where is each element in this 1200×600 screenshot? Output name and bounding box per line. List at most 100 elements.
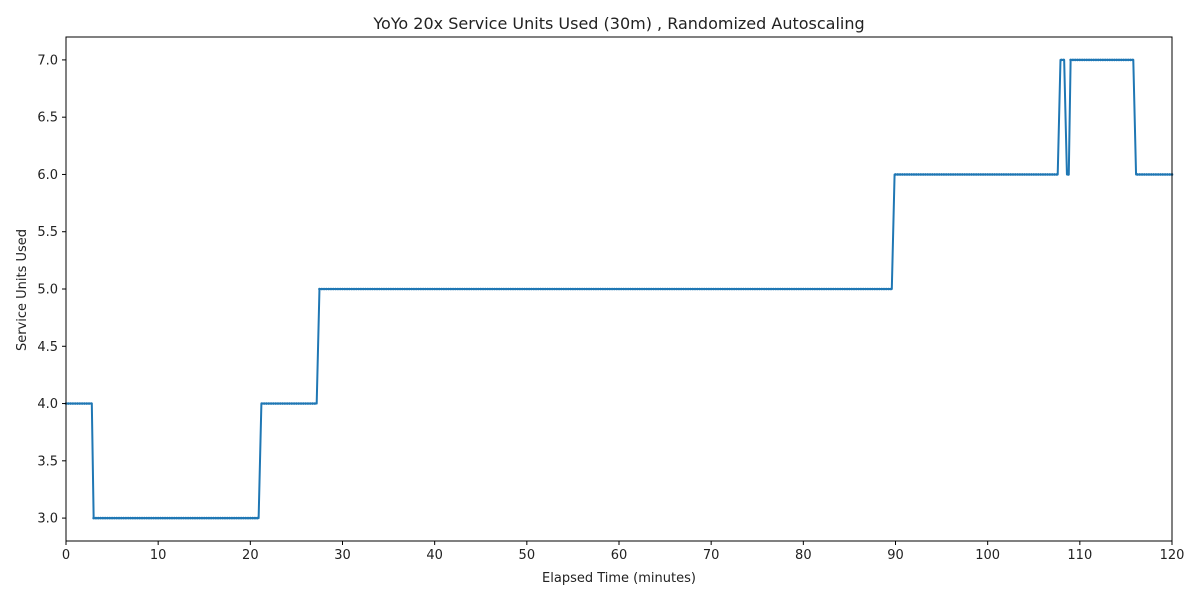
series-point <box>380 287 383 291</box>
series-point <box>219 516 222 520</box>
series-point <box>689 287 692 291</box>
series-point <box>147 516 151 520</box>
series-point <box>986 173 989 176</box>
series-point <box>334 287 337 291</box>
y-axis: 3.0 3.5 4.0 4.5 5.0 5.5 6.0 6.5 7.0 <box>37 53 66 527</box>
series-point <box>951 173 955 176</box>
series-point <box>790 287 794 291</box>
series-point <box>378 287 381 291</box>
series-point <box>567 287 570 291</box>
series-point <box>1147 173 1151 176</box>
series-point <box>732 287 736 291</box>
series-point <box>707 287 711 291</box>
series-point <box>712 287 715 291</box>
series-point <box>101 516 105 520</box>
series-point <box>749 287 752 291</box>
series-point <box>802 287 805 291</box>
series-point <box>783 287 787 291</box>
series-point <box>120 516 123 520</box>
series-point <box>1037 173 1040 176</box>
series-point <box>1030 173 1033 176</box>
series-point <box>175 516 178 520</box>
series-point <box>557 287 561 291</box>
series-point <box>525 287 529 291</box>
series-point <box>237 516 241 520</box>
series-point <box>103 516 107 520</box>
series-point <box>666 287 669 291</box>
series-point <box>1053 173 1056 176</box>
series-point <box>1043 173 1047 176</box>
series-point <box>633 287 637 291</box>
series-point <box>253 516 257 520</box>
series-point <box>1055 173 1059 176</box>
series-point <box>590 287 593 291</box>
series-point <box>977 173 980 176</box>
series-point <box>198 516 201 520</box>
series-point <box>472 287 476 291</box>
series-point <box>500 287 503 291</box>
series-point <box>327 287 330 291</box>
series-point <box>297 402 301 405</box>
series-point <box>1076 58 1079 62</box>
series-point <box>679 287 683 291</box>
series-point <box>1166 173 1169 176</box>
series-point <box>769 287 773 291</box>
series-point <box>571 287 575 291</box>
series-point <box>1090 58 1093 62</box>
series-point <box>984 173 987 176</box>
series-point <box>702 287 706 291</box>
series-point <box>313 402 317 405</box>
series-point <box>1011 173 1015 176</box>
series-point <box>403 287 407 291</box>
series-point <box>580 287 584 291</box>
series-point <box>735 287 738 291</box>
series-point <box>868 287 872 291</box>
x-tick-label: 100 <box>975 548 1000 563</box>
series-point <box>532 287 536 291</box>
series-point <box>993 173 996 176</box>
series-point <box>168 516 171 520</box>
y-tick-label: 3.5 <box>37 454 58 469</box>
series-point <box>341 287 344 291</box>
series-point <box>1106 58 1109 62</box>
series-point <box>382 287 386 291</box>
series-point <box>742 287 745 291</box>
series-point <box>728 287 731 291</box>
series-point <box>778 287 782 291</box>
series-point <box>1018 173 1022 176</box>
series-point <box>486 287 489 291</box>
x-tick-label: 20 <box>242 548 259 563</box>
series-point <box>138 516 142 520</box>
series-point <box>686 287 690 291</box>
series-point <box>963 173 966 176</box>
series-point <box>122 516 125 520</box>
series-point <box>1145 173 1148 176</box>
series-point <box>1122 58 1125 62</box>
series-point <box>972 173 976 176</box>
series-point <box>905 173 909 176</box>
series-point <box>260 402 264 405</box>
series-point <box>331 287 335 291</box>
series-point <box>1163 173 1167 176</box>
series-point <box>1083 58 1086 62</box>
y-tick-label: 4.5 <box>37 340 58 355</box>
series-point <box>67 402 70 405</box>
series-point <box>746 287 750 291</box>
series-point <box>262 402 266 405</box>
series-point <box>1124 58 1128 62</box>
series-point <box>1096 58 1100 62</box>
series-point <box>631 287 635 291</box>
series-point <box>753 287 757 291</box>
series-point <box>827 287 830 291</box>
series-point <box>705 287 708 291</box>
series-point <box>730 287 734 291</box>
series-point <box>1002 173 1006 176</box>
series-point <box>878 287 881 291</box>
series-point <box>514 287 517 291</box>
series-point <box>917 173 920 176</box>
series-point <box>394 287 397 291</box>
series-point <box>228 516 231 520</box>
series-point <box>345 287 349 291</box>
series-point <box>90 402 93 405</box>
